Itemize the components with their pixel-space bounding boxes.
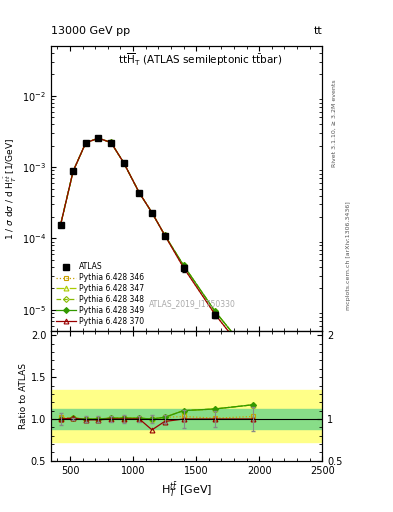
- Text: mcplots.cern.ch [arXiv:1306.3436]: mcplots.cern.ch [arXiv:1306.3436]: [346, 202, 351, 310]
- Legend: ATLAS, Pythia 6.428 346, Pythia 6.428 347, Pythia 6.428 348, Pythia 6.428 349, P: ATLAS, Pythia 6.428 346, Pythia 6.428 34…: [55, 261, 145, 327]
- Text: tt: tt: [314, 26, 322, 36]
- Y-axis label: Ratio to ATLAS: Ratio to ATLAS: [19, 363, 28, 429]
- Bar: [51, 409, 322, 429]
- Bar: [51, 390, 322, 442]
- Text: tt$\overline{\rm H}_T$ (ATLAS semileptonic t$\bar{\rm t}$bar): tt$\overline{\rm H}_T$ (ATLAS semilepton…: [118, 52, 283, 69]
- Text: ATLAS_2019_I1750330: ATLAS_2019_I1750330: [149, 300, 235, 308]
- X-axis label: H$_T^{t\bar{t}}$ [GeV]: H$_T^{t\bar{t}}$ [GeV]: [161, 480, 212, 499]
- Text: 13000 GeV pp: 13000 GeV pp: [51, 26, 130, 36]
- Text: Rivet 3.1.10, ≥ 3.2M events: Rivet 3.1.10, ≥ 3.2M events: [332, 79, 337, 167]
- Y-axis label: 1 / $\sigma$ d$\sigma$ / d H$_T^{t\bar{t}}$ [1/GeV]: 1 / $\sigma$ d$\sigma$ / d H$_T^{t\bar{t…: [3, 137, 19, 240]
